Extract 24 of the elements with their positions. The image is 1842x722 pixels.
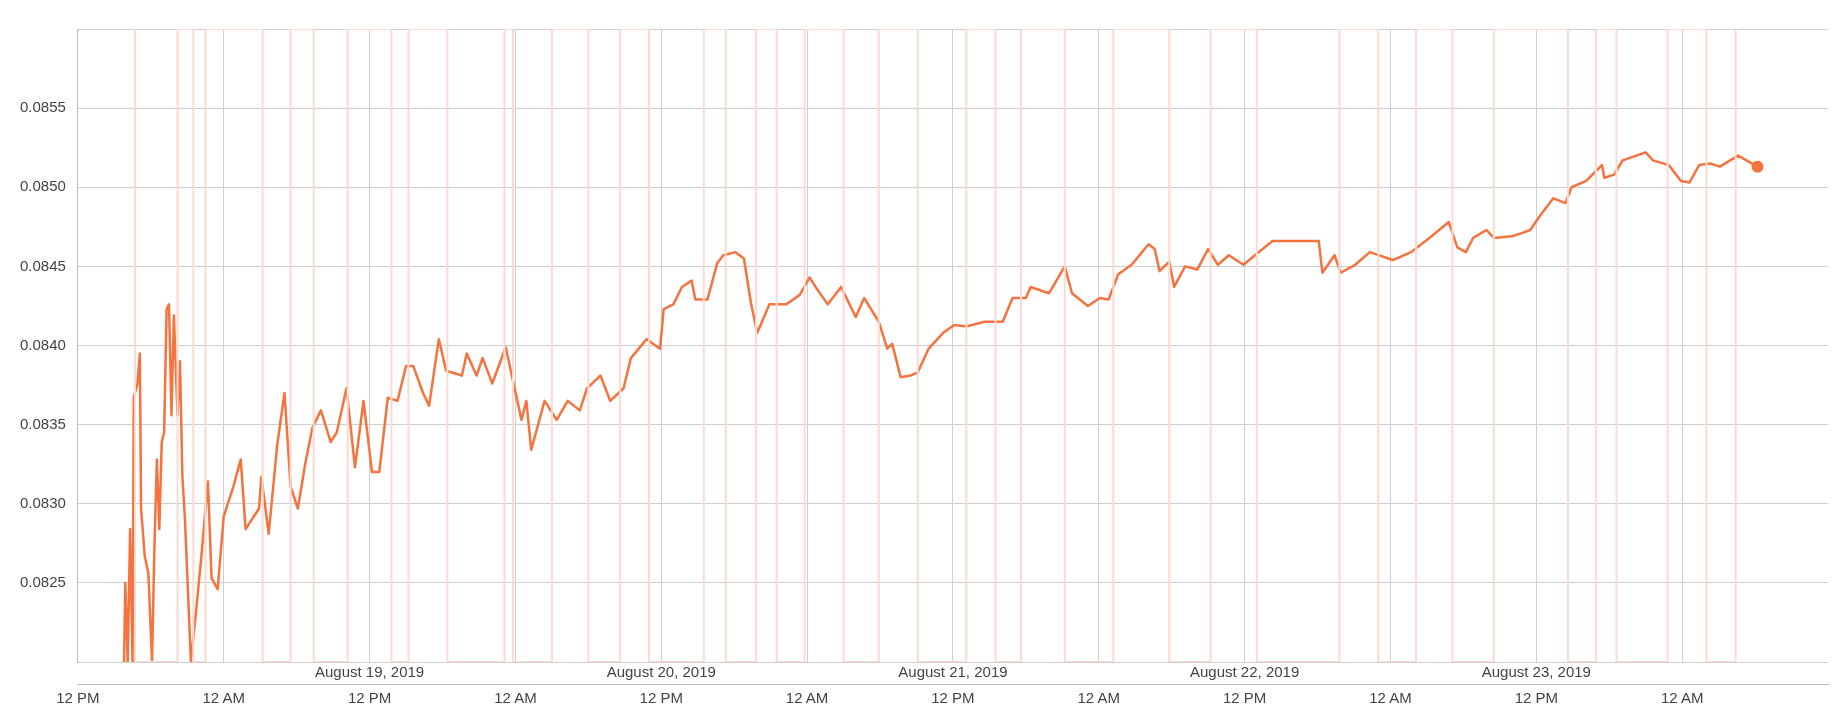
y-tick-label: 0.0830: [19, 493, 66, 511]
x-tick-label: 12 AM: [785, 689, 829, 707]
x-tick-label: 12 PM: [1514, 689, 1558, 707]
y-tick-label: 0.0850: [19, 177, 66, 195]
x-tick-label: 12 AM: [202, 689, 245, 707]
y-tick-label: 0.0825: [19, 573, 66, 591]
x-tick-label: 12 AM: [1077, 689, 1121, 707]
y-tick-label: 0.0845: [19, 256, 66, 274]
x-tick-label: 12 PM: [639, 689, 683, 707]
y-tick-label: 0.0835: [19, 414, 66, 432]
y-tick-label: 0.0855: [19, 98, 66, 116]
x-tick-label: 12 PM: [56, 689, 100, 707]
x-tick-label: 12 AM: [494, 689, 537, 707]
x2-tick-label: August 22, 2019: [1189, 663, 1300, 681]
x2-tick-label: August 19, 2019: [314, 663, 425, 681]
x2-tick-label: August 20, 2019: [606, 663, 716, 681]
x-tick-label: 12 PM: [931, 689, 975, 707]
x-tick-label: 12 PM: [1222, 689, 1267, 707]
x2-tick-label: August 23, 2019: [1481, 663, 1591, 681]
x2-tick-label: August 21, 2019: [898, 663, 1008, 681]
x-tick-label: 12 AM: [1660, 689, 1704, 707]
x-tick-label: 12 PM: [347, 689, 392, 707]
y-tick-label: 0.0840: [19, 335, 66, 353]
x-tick-label: 12 AM: [1369, 689, 1412, 707]
